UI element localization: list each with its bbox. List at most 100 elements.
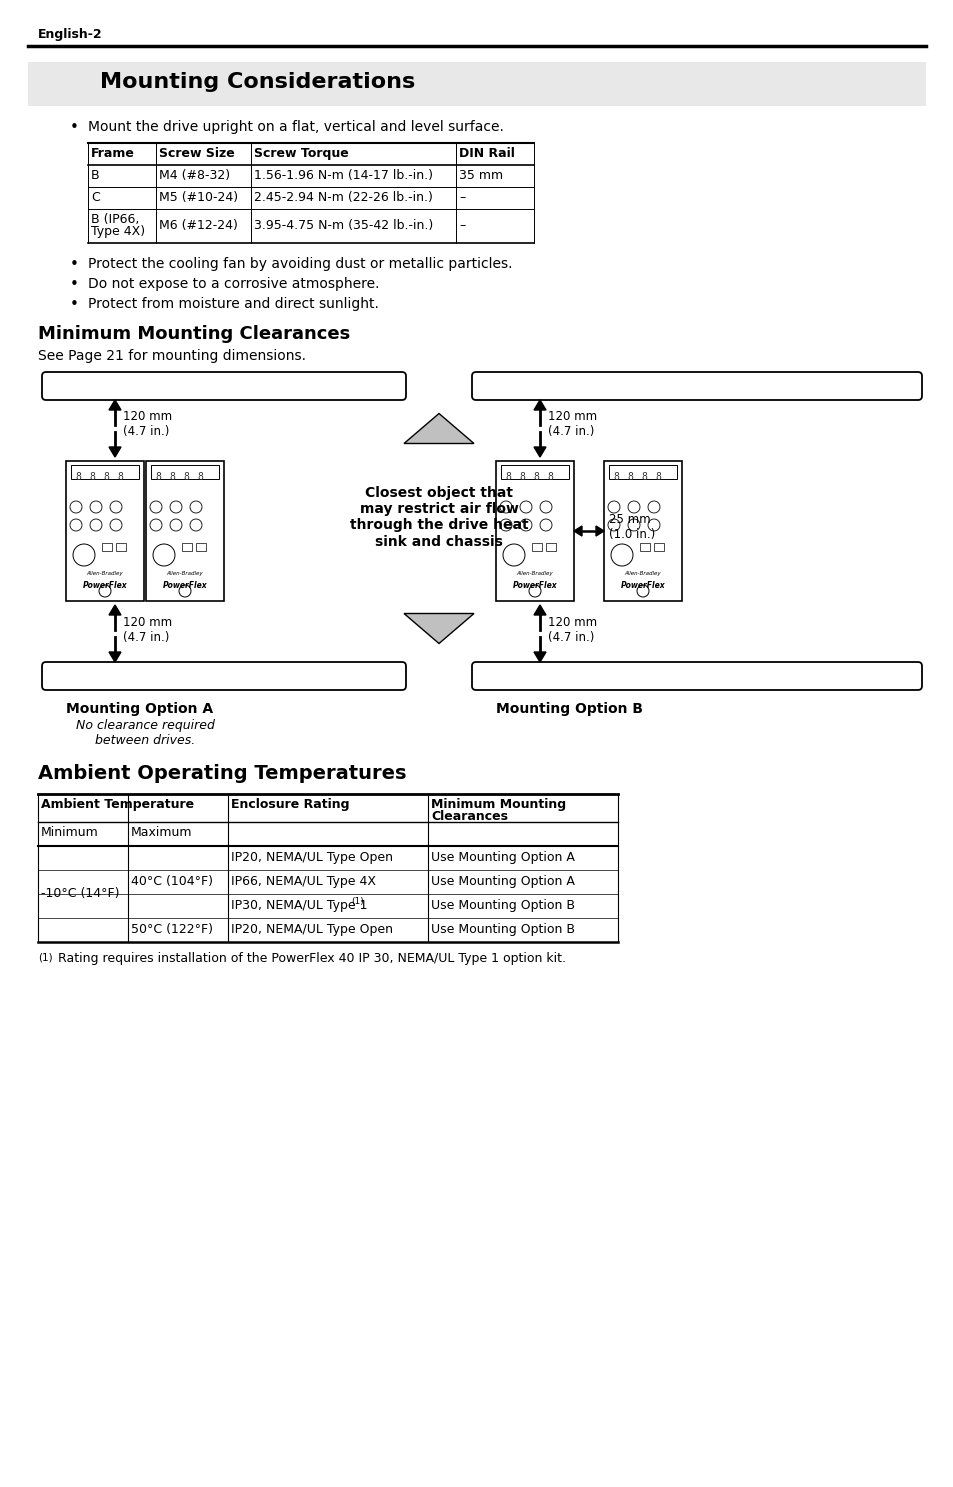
- Text: 8: 8: [154, 471, 161, 482]
- Circle shape: [70, 501, 82, 513]
- Polygon shape: [403, 413, 474, 443]
- Text: C: C: [91, 190, 100, 204]
- Text: Enclosure Rating: Enclosure Rating: [231, 799, 349, 810]
- Circle shape: [110, 501, 122, 513]
- FancyBboxPatch shape: [42, 662, 406, 690]
- Circle shape: [179, 584, 191, 596]
- Text: 25 mm
(1.0 in.): 25 mm (1.0 in.): [608, 513, 655, 541]
- Bar: [71, 465, 139, 479]
- Text: DIN Rail: DIN Rail: [458, 147, 515, 161]
- Text: Rating requires installation of the PowerFlex 40 IP 30, NEMA/UL Type 1 option ki: Rating requires installation of the Powe…: [58, 952, 565, 965]
- Text: 8: 8: [613, 471, 618, 482]
- Text: Frame: Frame: [91, 147, 134, 161]
- Text: 120 mm
(4.7 in.): 120 mm (4.7 in.): [123, 616, 172, 644]
- Text: Use Mounting Option A: Use Mounting Option A: [431, 851, 575, 864]
- Text: –: –: [458, 190, 465, 204]
- Text: Minimum: Minimum: [41, 825, 99, 839]
- Text: –: –: [458, 219, 465, 232]
- Text: Use Mounting Option B: Use Mounting Option B: [431, 923, 575, 935]
- Bar: [654, 543, 663, 552]
- Text: 8: 8: [626, 471, 632, 482]
- Text: IP20, NEMA/UL Type Open: IP20, NEMA/UL Type Open: [231, 923, 393, 935]
- Bar: [608, 465, 677, 479]
- Text: PowerFlex: PowerFlex: [83, 581, 127, 590]
- Text: PowerFlex: PowerFlex: [620, 581, 664, 590]
- Text: Mount the drive upright on a flat, vertical and level surface.: Mount the drive upright on a flat, verti…: [88, 120, 503, 134]
- Text: •: •: [70, 277, 79, 291]
- Bar: [66, 461, 144, 601]
- Text: 8: 8: [183, 471, 189, 482]
- Text: 8: 8: [655, 471, 660, 482]
- Text: 8: 8: [640, 471, 646, 482]
- Circle shape: [499, 501, 512, 513]
- Text: 8: 8: [533, 471, 538, 482]
- Text: Use Mounting Option B: Use Mounting Option B: [431, 900, 575, 912]
- Text: 120 mm
(4.7 in.): 120 mm (4.7 in.): [547, 410, 597, 439]
- Text: 8: 8: [75, 471, 81, 482]
- Circle shape: [190, 519, 202, 531]
- Text: 3.95-4.75 N-m (35-42 lb.-in.): 3.95-4.75 N-m (35-42 lb.-in.): [253, 219, 433, 232]
- Bar: [532, 543, 541, 552]
- Bar: [195, 543, 206, 552]
- Text: Screw Size: Screw Size: [159, 147, 234, 161]
- Text: Mounting Option B: Mounting Option B: [496, 702, 642, 717]
- Text: Allen-Bradley: Allen-Bradley: [167, 571, 203, 575]
- Circle shape: [647, 519, 659, 531]
- Polygon shape: [596, 526, 603, 535]
- Text: Closest object that
may restrict air flow
through the drive heat
sink and chassi: Closest object that may restrict air flo…: [350, 486, 528, 549]
- Text: Clearances: Clearances: [431, 810, 507, 822]
- Text: (1): (1): [38, 952, 52, 962]
- Circle shape: [73, 544, 95, 567]
- Text: 35 mm: 35 mm: [458, 170, 502, 181]
- Text: B: B: [91, 170, 99, 181]
- Circle shape: [150, 519, 162, 531]
- Text: Maximum: Maximum: [131, 825, 193, 839]
- Text: IP20, NEMA/UL Type Open: IP20, NEMA/UL Type Open: [231, 851, 393, 864]
- Text: IP66, NEMA/UL Type 4X: IP66, NEMA/UL Type 4X: [231, 874, 375, 888]
- Text: -10°C (14°F): -10°C (14°F): [41, 888, 119, 901]
- Text: 2.45-2.94 N-m (22-26 lb.-in.): 2.45-2.94 N-m (22-26 lb.-in.): [253, 190, 433, 204]
- Text: Protect the cooling fan by avoiding dust or metallic particles.: Protect the cooling fan by avoiding dust…: [88, 257, 512, 271]
- Text: Mounting Considerations: Mounting Considerations: [100, 71, 415, 92]
- Circle shape: [90, 501, 102, 513]
- Circle shape: [190, 501, 202, 513]
- Text: M5 (#10-24): M5 (#10-24): [159, 190, 238, 204]
- Circle shape: [529, 584, 540, 596]
- Bar: [146, 461, 224, 601]
- Text: English-2: English-2: [38, 28, 103, 42]
- Circle shape: [539, 519, 552, 531]
- Text: See Page 21 for mounting dimensions.: See Page 21 for mounting dimensions.: [38, 349, 306, 363]
- Polygon shape: [109, 651, 121, 662]
- Polygon shape: [109, 400, 121, 410]
- Text: •: •: [70, 120, 79, 135]
- Text: Minimum Mounting Clearances: Minimum Mounting Clearances: [38, 326, 350, 343]
- Text: 40°C (104°F): 40°C (104°F): [131, 876, 213, 889]
- Text: Use Mounting Option A: Use Mounting Option A: [431, 874, 575, 888]
- Polygon shape: [109, 448, 121, 457]
- Text: M4 (#8-32): M4 (#8-32): [159, 170, 230, 181]
- Text: PowerFlex: PowerFlex: [163, 581, 207, 590]
- Circle shape: [539, 501, 552, 513]
- Text: B (IP66,: B (IP66,: [91, 213, 139, 226]
- Bar: [496, 461, 574, 601]
- Text: Ambient Operating Temperatures: Ambient Operating Temperatures: [38, 764, 406, 784]
- Text: 8: 8: [196, 471, 203, 482]
- Polygon shape: [574, 526, 581, 535]
- Bar: [116, 543, 126, 552]
- Text: 120 mm
(4.7 in.): 120 mm (4.7 in.): [547, 616, 597, 644]
- Text: •: •: [70, 257, 79, 272]
- Text: 120 mm
(4.7 in.): 120 mm (4.7 in.): [123, 410, 172, 439]
- Circle shape: [99, 584, 111, 596]
- Circle shape: [90, 519, 102, 531]
- Circle shape: [647, 501, 659, 513]
- Polygon shape: [403, 614, 474, 644]
- Circle shape: [150, 501, 162, 513]
- Text: M6 (#12-24): M6 (#12-24): [159, 219, 237, 232]
- Circle shape: [110, 519, 122, 531]
- Bar: [182, 543, 192, 552]
- Text: 8: 8: [518, 471, 524, 482]
- Text: 8: 8: [89, 471, 94, 482]
- Bar: [639, 543, 649, 552]
- Text: 1.56-1.96 N-m (14-17 lb.-in.): 1.56-1.96 N-m (14-17 lb.-in.): [253, 170, 433, 181]
- Circle shape: [70, 519, 82, 531]
